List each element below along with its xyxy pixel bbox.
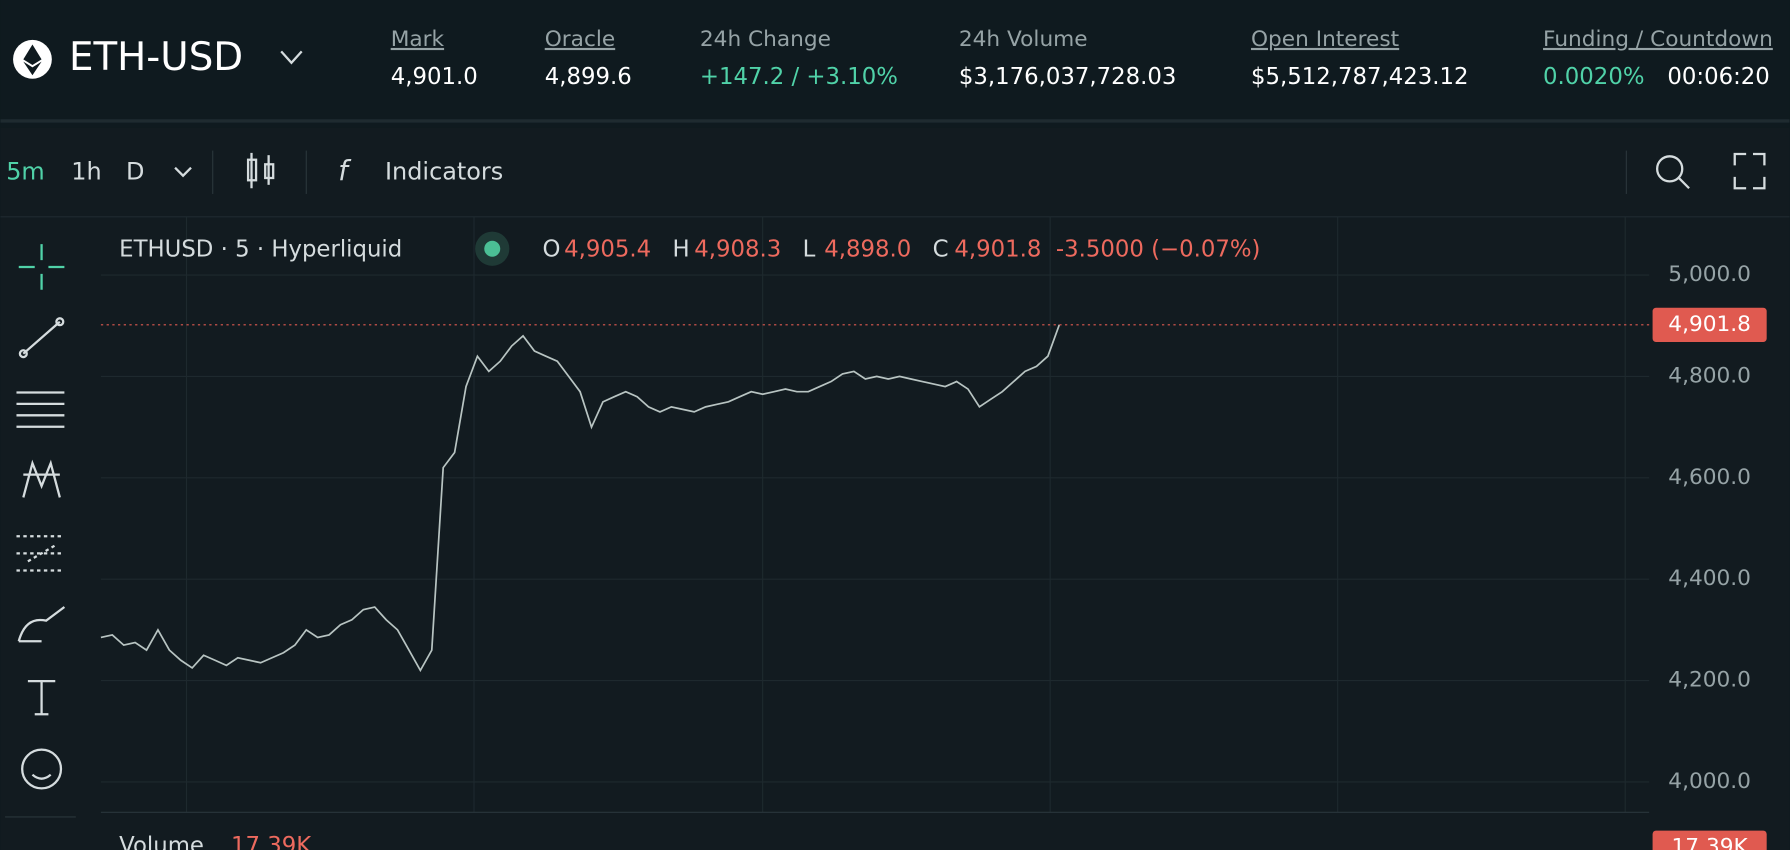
ohlc-value: 4,905.4 <box>564 236 651 262</box>
candle-icon[interactable] <box>246 152 275 189</box>
stat-label: 24h Change <box>700 27 831 52</box>
fib-tool[interactable] <box>16 391 65 428</box>
ohlc-key: L <box>803 236 816 262</box>
chart-panel <box>0 127 1790 850</box>
stat-label: Mark <box>391 27 445 52</box>
volume-value: 17.39K <box>231 833 312 850</box>
volume-tag-label: 17.39K <box>1672 835 1749 850</box>
last-price-label: 4,901.8 <box>1668 312 1751 337</box>
brush-tool[interactable] <box>17 606 66 643</box>
y-tick-label: 5,000.0 <box>1668 262 1751 287</box>
stat-label: Oracle <box>545 27 615 52</box>
zoom-icon[interactable] <box>1656 155 1690 190</box>
y-tick-label: 4,200.0 <box>1668 668 1751 693</box>
stat-value: 0.0020% <box>1543 64 1644 90</box>
ohlc-value: 4,908.3 <box>694 236 781 262</box>
prediction-tool[interactable] <box>16 535 65 572</box>
interval[interactable]: 1h <box>71 157 101 185</box>
eth-glyph <box>23 44 42 76</box>
interval[interactable]: D <box>126 157 144 185</box>
y-tick-label: 4,400.0 <box>1668 566 1751 591</box>
last-price-tag <box>1652 307 1767 342</box>
line-tool[interactable] <box>22 320 61 355</box>
stat-label: Funding / Countdown <box>1543 27 1773 52</box>
ohlc-value: 4,901.8 <box>954 236 1041 262</box>
line-tool-end[interactable] <box>18 349 28 359</box>
text-tool[interactable] <box>27 680 56 716</box>
interval-caret[interactable] <box>174 166 192 178</box>
stat-label: 24h Volume <box>959 27 1088 52</box>
crosshair-tool[interactable] <box>18 244 65 290</box>
volume-label: Volume <box>119 833 204 850</box>
dropdown-caret[interactable] <box>280 50 303 65</box>
interval[interactable]: 5m <box>6 157 45 185</box>
y-tick-label: 4,800.0 <box>1668 363 1751 388</box>
y-tick-label: 4,000.0 <box>1668 769 1751 794</box>
symbol[interactable]: ETH-USD <box>69 35 243 80</box>
stat-label: Open Interest <box>1251 27 1399 52</box>
volume-price-tag <box>1652 830 1767 850</box>
y-tick-label: 4,600.0 <box>1668 465 1751 490</box>
pattern-tool[interactable] <box>22 459 61 498</box>
stat-value: +147.2 / +3.10% <box>700 64 898 90</box>
ohlc-key: H <box>673 236 690 262</box>
legend-title: ETHUSD · 5 · Hyperliquid <box>119 236 402 262</box>
ohlc-change: -3.5000 (−0.07%) <box>1056 236 1261 262</box>
stat-value: 4,899.6 <box>545 64 632 90</box>
emoji-smile[interactable] <box>31 773 52 780</box>
stat-countdown: 00:06:20 <box>1667 64 1769 90</box>
stat-value: 4,901.0 <box>391 64 478 90</box>
emoji-tool[interactable] <box>21 748 63 790</box>
indicators-button[interactable]: Indicators <box>385 157 503 185</box>
price-line <box>100 324 1061 673</box>
ohlc-key: C <box>933 236 949 262</box>
stat-value: $5,512,787,423.12 <box>1251 64 1469 90</box>
line-tool-end[interactable] <box>55 317 65 327</box>
ohlc-key: O <box>542 236 560 262</box>
drawing-tools <box>16 244 66 790</box>
status-dot <box>484 240 501 257</box>
ohlc-value: 4,898.0 <box>824 236 911 262</box>
header-bar <box>0 0 1790 120</box>
fullscreen-icon[interactable] <box>1733 152 1766 190</box>
stat-value: $3,176,037,728.03 <box>959 64 1177 90</box>
